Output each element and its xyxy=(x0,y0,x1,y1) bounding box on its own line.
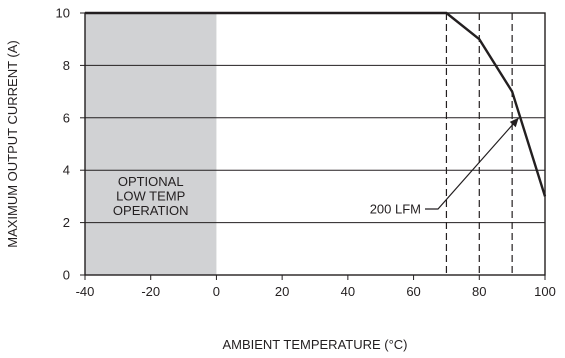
x-tick-label: 0 xyxy=(213,284,220,299)
y-axis-title: MAXIMUM OUTPUT CURRENT (A) xyxy=(5,40,20,248)
y-tick-label: 0 xyxy=(63,268,70,283)
annotation-arrowhead xyxy=(509,117,519,128)
x-tick-label: 60 xyxy=(406,284,420,299)
x-axis-title: AMBIENT TEMPERATURE (°C) xyxy=(222,337,407,352)
x-tick-label: 40 xyxy=(341,284,355,299)
region-label-line: LOW TEMP xyxy=(116,189,185,204)
optional-low-temp-region xyxy=(85,13,217,275)
y-tick-label: 2 xyxy=(63,215,70,230)
annotation-leader-line xyxy=(425,117,520,210)
y-tick-label: 10 xyxy=(56,6,70,21)
plot-frame xyxy=(84,12,546,276)
x-tick-label: -40 xyxy=(76,284,95,299)
region-label-line: OPERATION xyxy=(113,203,189,218)
annotation-label: 200 LFM xyxy=(370,202,421,217)
y-tick-label: 8 xyxy=(63,58,70,73)
x-tick-label: 80 xyxy=(472,284,486,299)
y-tick-label: 6 xyxy=(63,110,70,125)
region-label-line: OPTIONAL xyxy=(118,174,184,189)
x-tick-label: 20 xyxy=(275,284,289,299)
x-tick-label: 100 xyxy=(534,284,556,299)
y-tick-label: 4 xyxy=(63,163,70,178)
x-tick-label: -20 xyxy=(141,284,160,299)
